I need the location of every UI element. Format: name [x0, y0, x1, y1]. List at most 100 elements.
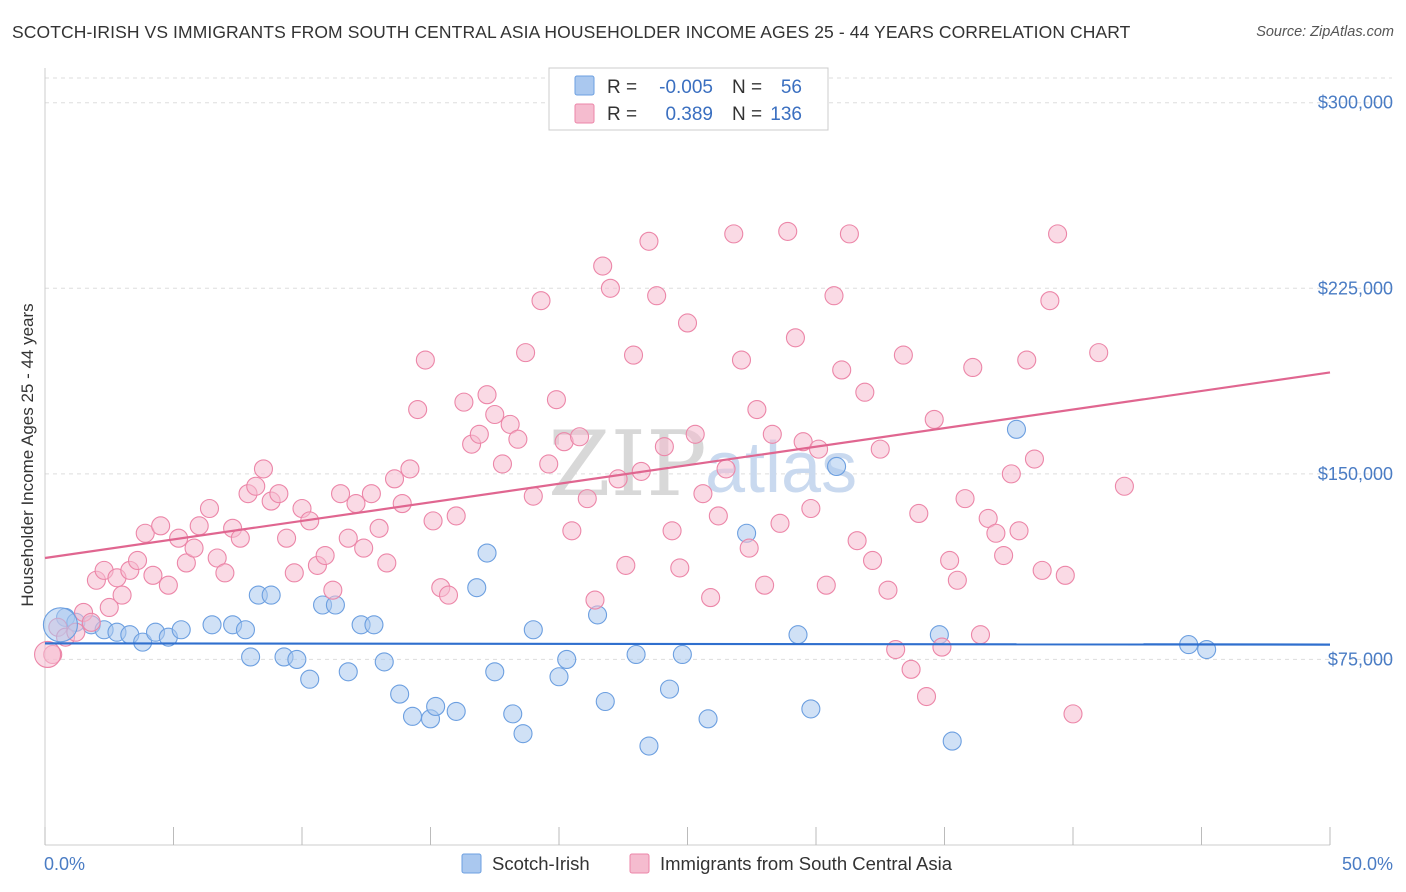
data-point-blue — [1006, 419, 1027, 439]
data-point-pink — [485, 404, 505, 425]
data-point-blue — [467, 578, 487, 598]
data-point-pink — [955, 489, 975, 509]
stats-r-value-pink: 0.389 — [665, 104, 713, 125]
data-point-pink — [570, 427, 590, 447]
data-point-blue — [549, 667, 569, 687]
data-point-pink — [809, 439, 829, 459]
data-point-pink — [793, 432, 813, 452]
stats-n-value-pink: 136 — [770, 104, 802, 125]
chart-title: SCOTCH-IRISH VS IMMIGRANTS FROM SOUTH CE… — [12, 22, 1131, 42]
data-point-blue — [133, 632, 153, 652]
data-point-pink — [377, 553, 397, 573]
data-point-pink — [34, 640, 62, 669]
data-point-pink — [824, 286, 844, 306]
data-point-blue — [241, 647, 261, 667]
data-point-pink — [158, 575, 178, 595]
data-point-pink — [616, 555, 636, 575]
trend-line-blue — [44, 642, 1331, 646]
y-tick-labels: $75,000 $150,000 $225,000 $300,000 — [1318, 93, 1393, 670]
y-tick-label: $150,000 — [1318, 464, 1393, 484]
data-point-blue — [801, 699, 821, 719]
data-point-pink — [770, 513, 790, 533]
data-point-pink — [508, 429, 528, 449]
data-point-blue — [1197, 639, 1217, 660]
data-point-pink — [523, 486, 543, 506]
stats-n-label-pink: N = — [732, 104, 762, 125]
data-point-blue — [402, 706, 423, 726]
stats-swatch-pink — [574, 103, 595, 124]
stats-n-label-blue: N = — [732, 77, 762, 98]
data-point-blue — [523, 620, 543, 640]
x-tick-labels: 0.0% 50.0% — [44, 854, 1393, 874]
data-point-blue — [595, 691, 615, 712]
data-point-pink — [893, 345, 913, 365]
data-point-pink — [1032, 560, 1052, 580]
data-point-pink — [1089, 343, 1109, 363]
data-point-pink — [99, 597, 119, 618]
data-point-pink — [127, 550, 148, 571]
legend-label-south-central-asia: Immigrants from South Central Asia — [660, 853, 953, 874]
data-point-pink — [330, 484, 351, 504]
data-point-pink — [916, 686, 937, 707]
data-point-pink — [1114, 476, 1134, 496]
data-point-pink — [1048, 224, 1068, 244]
data-point-pink — [392, 494, 412, 514]
data-point-pink — [801, 498, 821, 519]
data-point-pink — [963, 357, 983, 378]
data-point-pink — [189, 516, 209, 536]
data-point-pink — [862, 550, 883, 571]
data-points — [34, 221, 1217, 756]
data-point-blue — [235, 620, 256, 640]
data-point-pink — [755, 575, 775, 595]
data-point-pink — [693, 484, 713, 504]
data-point-pink — [446, 506, 466, 526]
data-point-blue — [513, 724, 533, 744]
data-point-pink — [277, 528, 297, 548]
data-point-pink — [832, 360, 852, 380]
data-point-pink — [135, 523, 155, 543]
data-point-pink — [1001, 464, 1021, 484]
data-point-blue — [942, 731, 962, 751]
data-point-pink — [143, 565, 163, 585]
data-point-pink — [81, 612, 101, 632]
data-point-blue — [338, 662, 358, 682]
data-point-pink — [670, 558, 690, 578]
data-point-pink — [1017, 350, 1037, 370]
data-point-blue — [300, 669, 320, 689]
data-point-blue — [202, 615, 222, 635]
stats-r-value-blue: -0.005 — [659, 77, 713, 98]
data-point-pink — [778, 221, 798, 241]
data-point-pink — [901, 659, 921, 679]
data-point-pink — [151, 516, 171, 536]
data-point-pink — [970, 625, 991, 645]
data-point-pink — [284, 563, 304, 583]
data-point-pink — [731, 350, 752, 370]
data-point-pink — [400, 459, 420, 479]
data-point-pink — [246, 476, 266, 496]
data-point-pink — [739, 538, 759, 558]
data-point-pink — [323, 580, 343, 600]
data-point-blue — [698, 709, 718, 729]
data-point-blue — [503, 704, 523, 724]
data-point-pink — [909, 503, 929, 524]
data-point-pink — [477, 385, 497, 405]
y-tick-label: $225,000 — [1318, 278, 1393, 298]
data-point-pink — [531, 291, 551, 311]
data-point-blue — [659, 679, 680, 699]
data-point-pink — [986, 523, 1006, 543]
data-point-blue — [364, 615, 384, 635]
data-point-pink — [878, 580, 898, 600]
grid-lines — [45, 77, 1392, 660]
data-point-pink — [940, 550, 960, 571]
data-point-pink — [932, 637, 952, 657]
data-point-pink — [647, 286, 667, 306]
data-point-blue — [42, 607, 78, 643]
data-point-pink — [500, 414, 520, 434]
stats-swatch-blue — [574, 75, 595, 96]
data-point-pink — [716, 459, 736, 479]
data-point-pink — [1040, 291, 1060, 311]
data-point-pink — [207, 548, 227, 568]
data-point-blue — [261, 585, 281, 605]
x-tick-label-max: 50.0% — [1342, 854, 1393, 874]
